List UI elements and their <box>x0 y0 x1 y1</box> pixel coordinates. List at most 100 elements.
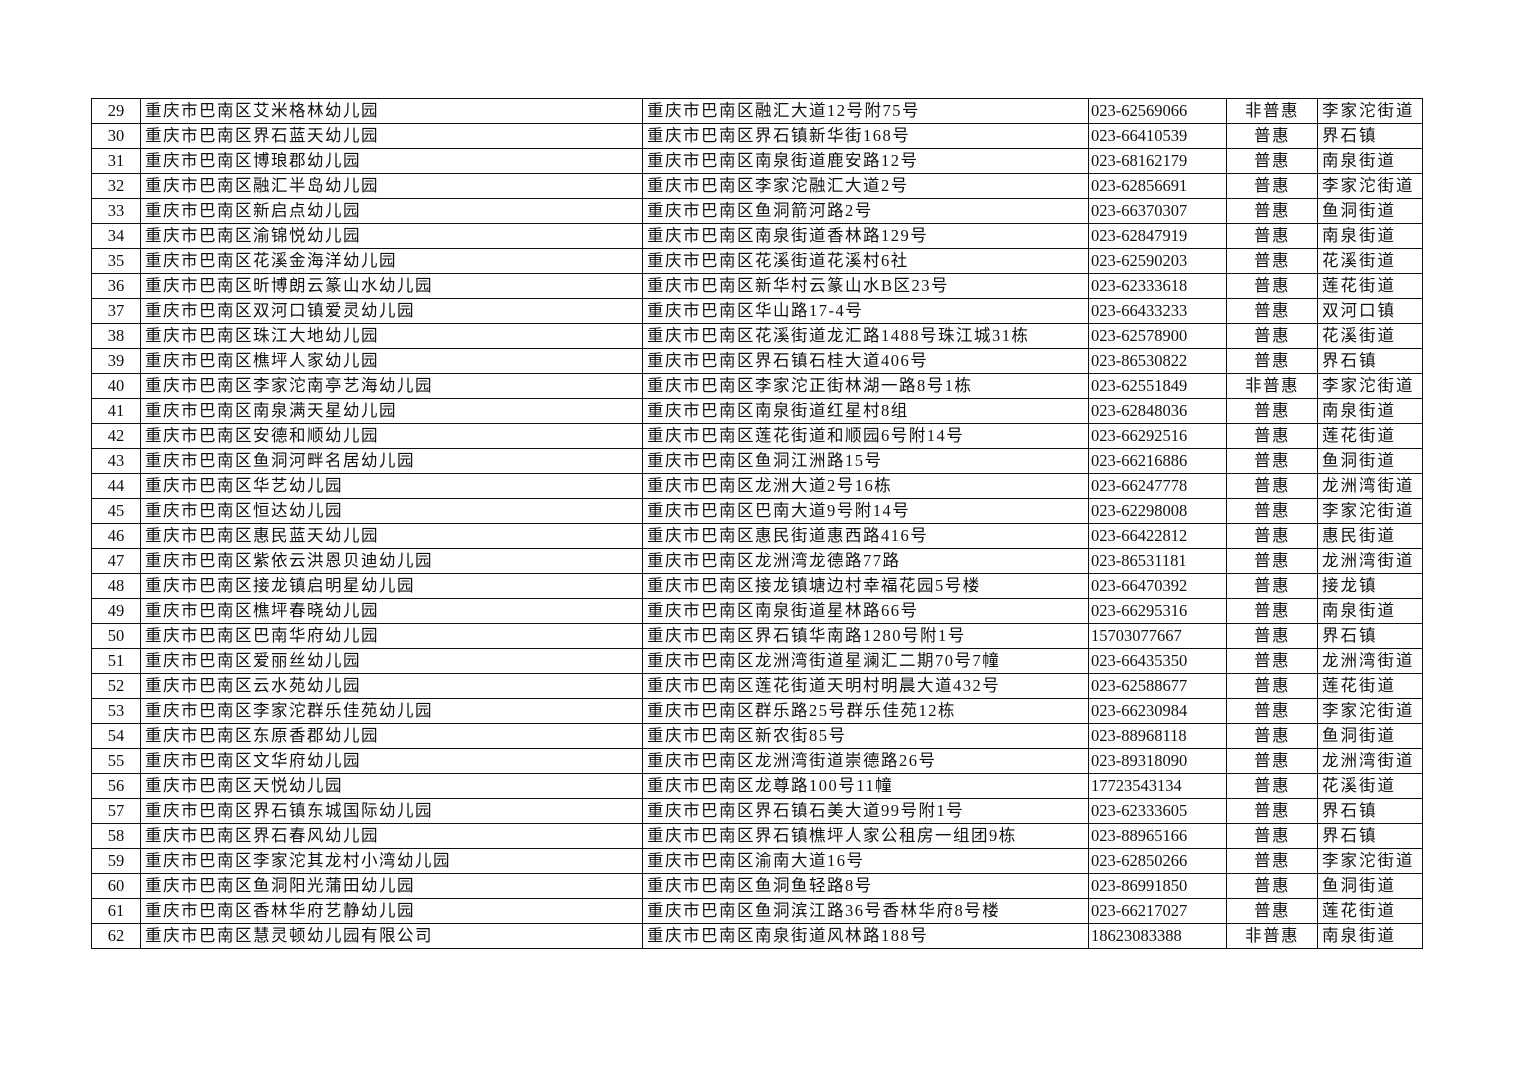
kindergarten-type-cell: 普惠 <box>1226 223 1318 249</box>
kindergarten-type-cell: 普惠 <box>1226 498 1318 524</box>
phone-number-cell: 023-89318090 <box>1088 748 1227 774</box>
table-row: 30 重庆市巴南区界石蓝天幼儿园 重庆市巴南区界石镇新华街168号 023-66410… <box>91 123 1423 149</box>
row-number-cell: 35 <box>91 248 141 274</box>
row-number-cell: 59 <box>91 848 141 874</box>
kindergarten-type-cell: 普惠 <box>1226 423 1318 449</box>
address-cell: 重庆市巴南区南泉街道鹿安路12号 <box>642 148 1089 174</box>
table-row: 32 重庆市巴南区融汇半岛幼儿园 重庆市巴南区李家沱融汇大道2号 023-628566… <box>91 173 1423 199</box>
kindergarten-type-cell: 普惠 <box>1226 123 1318 149</box>
phone-number-cell: 023-62588677 <box>1088 673 1227 699</box>
address-cell: 重庆市巴南区龙洲大道2号16栋 <box>642 473 1089 499</box>
phone-number-cell: 15703077667 <box>1088 623 1227 649</box>
kindergarten-type-cell: 普惠 <box>1226 723 1318 749</box>
street-district-cell: 李家沱街道 <box>1317 498 1423 524</box>
kindergarten-type-cell: 普惠 <box>1226 873 1318 899</box>
table-row: 44 重庆市巴南区华艺幼儿园 重庆市巴南区龙洲大道2号16栋 023-66247778… <box>91 473 1423 499</box>
street-district-cell: 李家沱街道 <box>1317 698 1423 724</box>
address-cell: 重庆市巴南区莲花街道和顺园6号附14号 <box>642 423 1089 449</box>
address-cell: 重庆市巴南区界石镇樵坪人家公租房一组团9栋 <box>642 823 1089 849</box>
kindergarten-type-cell: 非普惠 <box>1226 923 1318 949</box>
street-district-cell: 双河口镇 <box>1317 298 1423 324</box>
phone-number-cell: 17723543134 <box>1088 773 1227 799</box>
table-row: 29 重庆市巴南区艾米格林幼儿园 重庆市巴南区融汇大道12号附75号 023-6256… <box>91 98 1423 124</box>
phone-number-cell: 023-62850266 <box>1088 848 1227 874</box>
address-cell: 重庆市巴南区新华村云篆山水B区23号 <box>642 273 1089 299</box>
phone-number-cell: 023-66410539 <box>1088 123 1227 149</box>
kindergarten-name-cell: 重庆市巴南区樵坪人家幼儿园 <box>140 348 643 374</box>
row-number-cell: 62 <box>91 923 141 949</box>
kindergarten-table: 29 重庆市巴南区艾米格林幼儿园 重庆市巴南区融汇大道12号附75号 023-6256… <box>91 98 1423 949</box>
kindergarten-name-cell: 重庆市巴南区花溪金海洋幼儿园 <box>140 248 643 274</box>
street-district-cell: 莲花街道 <box>1317 898 1423 924</box>
kindergarten-type-cell: 普惠 <box>1226 523 1318 549</box>
address-cell: 重庆市巴南区鱼洞鱼轻路8号 <box>642 873 1089 899</box>
address-cell: 重庆市巴南区华山路17-4号 <box>642 298 1089 324</box>
address-cell: 重庆市巴南区界石镇石美大道99号附1号 <box>642 798 1089 824</box>
table-row: 37 重庆市巴南区双河口镇爱灵幼儿园 重庆市巴南区华山路17-4号 023-66433… <box>91 298 1423 324</box>
kindergarten-name-cell: 重庆市巴南区李家沱其龙村小湾幼儿园 <box>140 848 643 874</box>
phone-number-cell: 023-62333618 <box>1088 273 1227 299</box>
phone-number-cell: 023-66295316 <box>1088 598 1227 624</box>
street-district-cell: 李家沱街道 <box>1317 848 1423 874</box>
table-row: 62 重庆市巴南区慧灵顿幼儿园有限公司 重庆市巴南区南泉街道风林路188号 18623… <box>91 923 1423 949</box>
kindergarten-name-cell: 重庆市巴南区樵坪春晓幼儿园 <box>140 598 643 624</box>
kindergarten-name-cell: 重庆市巴南区珠江大地幼儿园 <box>140 323 643 349</box>
street-district-cell: 龙洲湾街道 <box>1317 648 1423 674</box>
kindergarten-name-cell: 重庆市巴南区李家沱南亭艺海幼儿园 <box>140 373 643 399</box>
phone-number-cell: 023-66370307 <box>1088 198 1227 224</box>
street-district-cell: 界石镇 <box>1317 123 1423 149</box>
row-number-cell: 45 <box>91 498 141 524</box>
kindergarten-type-cell: 非普惠 <box>1226 98 1318 124</box>
address-cell: 重庆市巴南区南泉街道风林路188号 <box>642 923 1089 949</box>
kindergarten-type-cell: 普惠 <box>1226 673 1318 699</box>
table-row: 46 重庆市巴南区惠民蓝天幼儿园 重庆市巴南区惠民街道惠西路416号 023-6642… <box>91 523 1423 549</box>
kindergarten-type-cell: 普惠 <box>1226 323 1318 349</box>
table-row: 53 重庆市巴南区李家沱群乐佳苑幼儿园 重庆市巴南区群乐路25号群乐佳苑12栋 023… <box>91 698 1423 724</box>
address-cell: 重庆市巴南区界石镇新华街168号 <box>642 123 1089 149</box>
street-district-cell: 龙洲湾街道 <box>1317 473 1423 499</box>
table-row: 60 重庆市巴南区鱼洞阳光蒲田幼儿园 重庆市巴南区鱼洞鱼轻路8号 023-869918… <box>91 873 1423 899</box>
table-row: 43 重庆市巴南区鱼洞河畔名居幼儿园 重庆市巴南区鱼洞江洲路15号 023-66216… <box>91 448 1423 474</box>
phone-number-cell: 023-66433233 <box>1088 298 1227 324</box>
phone-number-cell: 023-62578900 <box>1088 323 1227 349</box>
kindergarten-type-cell: 普惠 <box>1226 798 1318 824</box>
kindergarten-type-cell: 普惠 <box>1226 898 1318 924</box>
kindergarten-type-cell: 普惠 <box>1226 473 1318 499</box>
address-cell: 重庆市巴南区南泉街道红星村8组 <box>642 398 1089 424</box>
address-cell: 重庆市巴南区南泉街道星林路66号 <box>642 598 1089 624</box>
row-number-cell: 42 <box>91 423 141 449</box>
row-number-cell: 54 <box>91 723 141 749</box>
street-district-cell: 鱼洞街道 <box>1317 723 1423 749</box>
kindergarten-type-cell: 普惠 <box>1226 148 1318 174</box>
address-cell: 重庆市巴南区花溪街道龙汇路1488号珠江城31栋 <box>642 323 1089 349</box>
row-number-cell: 32 <box>91 173 141 199</box>
street-district-cell: 李家沱街道 <box>1317 98 1423 124</box>
row-number-cell: 40 <box>91 373 141 399</box>
address-cell: 重庆市巴南区莲花街道天明村明晨大道432号 <box>642 673 1089 699</box>
table-row: 58 重庆市巴南区界石春风幼儿园 重庆市巴南区界石镇樵坪人家公租房一组团9栋 023-… <box>91 823 1423 849</box>
street-district-cell: 花溪街道 <box>1317 323 1423 349</box>
street-district-cell: 龙洲湾街道 <box>1317 748 1423 774</box>
kindergarten-type-cell: 普惠 <box>1226 848 1318 874</box>
phone-number-cell: 023-88965166 <box>1088 823 1227 849</box>
row-number-cell: 48 <box>91 573 141 599</box>
kindergarten-type-cell: 普惠 <box>1226 448 1318 474</box>
row-number-cell: 39 <box>91 348 141 374</box>
address-cell: 重庆市巴南区鱼洞箭河路2号 <box>642 198 1089 224</box>
phone-number-cell: 023-66435350 <box>1088 648 1227 674</box>
street-district-cell: 南泉街道 <box>1317 148 1423 174</box>
street-district-cell: 鱼洞街道 <box>1317 198 1423 224</box>
street-district-cell: 接龙镇 <box>1317 573 1423 599</box>
table-row: 42 重庆市巴南区安德和顺幼儿园 重庆市巴南区莲花街道和顺园6号附14号 023-66… <box>91 423 1423 449</box>
kindergarten-type-cell: 普惠 <box>1226 823 1318 849</box>
address-cell: 重庆市巴南区花溪街道花溪村6社 <box>642 248 1089 274</box>
street-district-cell: 李家沱街道 <box>1317 373 1423 399</box>
address-cell: 重庆市巴南区融汇大道12号附75号 <box>642 98 1089 124</box>
row-number-cell: 31 <box>91 148 141 174</box>
phone-number-cell: 023-66230984 <box>1088 698 1227 724</box>
kindergarten-type-cell: 普惠 <box>1226 573 1318 599</box>
street-district-cell: 莲花街道 <box>1317 423 1423 449</box>
row-number-cell: 34 <box>91 223 141 249</box>
address-cell: 重庆市巴南区界石镇华南路1280号附1号 <box>642 623 1089 649</box>
phone-number-cell: 023-68162179 <box>1088 148 1227 174</box>
